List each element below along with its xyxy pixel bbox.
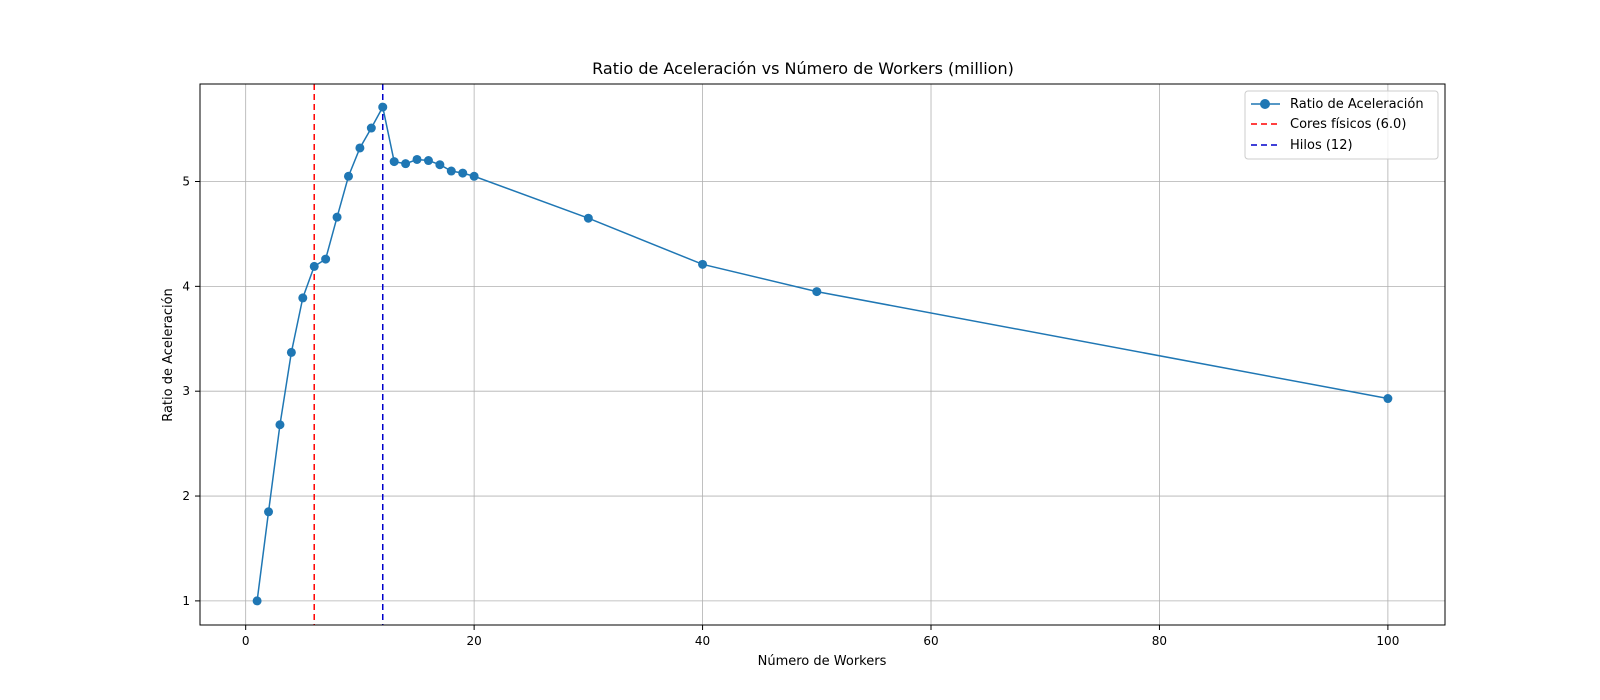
data-point [252,596,262,606]
data-point [469,171,479,181]
data-point [412,154,422,164]
x-tick-label: 40 [695,634,710,648]
data-point [583,213,593,223]
data-point [435,160,445,170]
y-tick-label: 3 [182,384,190,398]
data-point [343,171,353,181]
data-point [264,507,274,517]
data-point [389,157,399,167]
legend: Ratio de Aceleración Cores físicos (6.0)… [1244,90,1439,160]
y-tick-label: 4 [182,279,190,293]
y-tick-label: 1 [182,594,190,608]
data-point [298,293,308,303]
data-point [698,259,708,269]
legend-label-cores: Cores físicos (6.0) [1290,117,1406,132]
x-tick-label: 80 [1152,634,1167,648]
data-point [309,261,319,271]
x-tick-label: 20 [466,634,481,648]
y-axis-ticks: 1 2 3 4 5 [182,175,200,608]
data-point [332,212,342,222]
data-point [812,287,822,297]
data-point [423,156,433,166]
chart-title: Ratio de Aceleración vs Número de Worker… [592,59,1014,78]
data-point [321,254,331,264]
plot-frame [199,83,1446,626]
data-point [378,102,388,112]
y-tick-label: 5 [182,175,190,189]
x-axis-ticks: 0 20 40 60 80 100 [242,625,1399,648]
legend-marker-series [1260,99,1270,109]
data-point [366,123,376,133]
grid [200,84,1445,625]
data-point [458,168,468,178]
series-line [256,104,1389,601]
legend-label-hilos: Hilos (12) [1290,138,1353,153]
data-point [1383,394,1393,404]
legend-box [1244,90,1439,160]
x-tick-label: 0 [242,634,250,648]
x-tick-label: 60 [923,634,938,648]
data-point [286,347,296,357]
legend-label-series: Ratio de Aceleración [1290,97,1424,112]
data-point [446,166,456,176]
x-tick-label: 100 [1376,634,1399,648]
x-axis-label: Número de Workers [758,654,887,669]
data-point [401,159,411,169]
y-axis-label: Ratio de Aceleración [161,288,176,422]
reference-lines [313,84,384,625]
series-layer [252,102,1393,606]
data-point [355,143,365,153]
data-point [275,420,285,430]
y-tick-label: 2 [182,489,190,503]
